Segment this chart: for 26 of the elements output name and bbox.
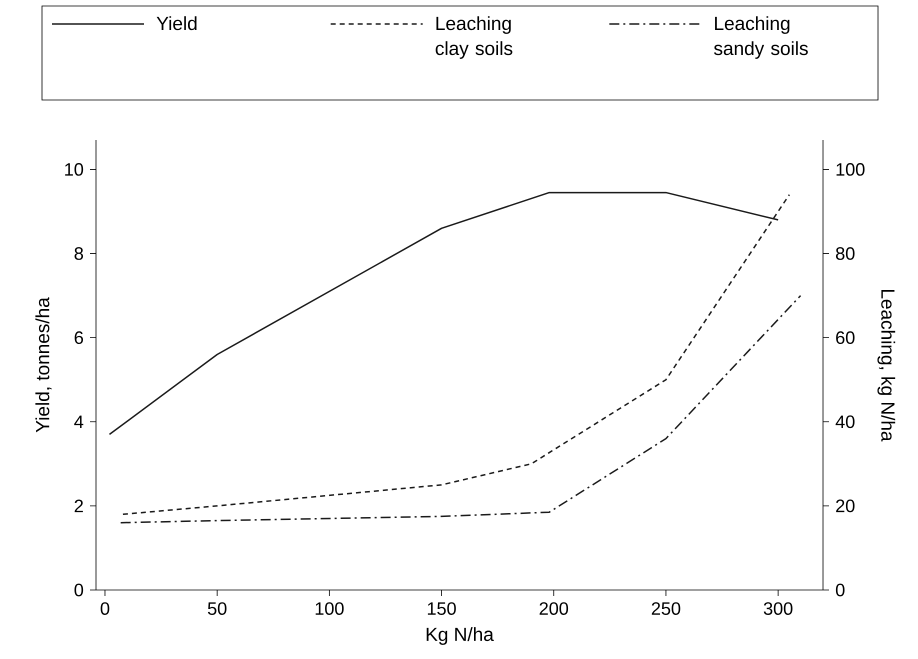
x-tick-label: 100 bbox=[316, 602, 344, 615]
x-tick-label: 50 bbox=[208, 602, 226, 615]
y2-tick-label: 100 bbox=[836, 163, 865, 176]
line-series bbox=[120, 294, 802, 524]
x-axis-title: Kg N/ha bbox=[426, 627, 494, 645]
y-tick-label: 0 bbox=[74, 584, 84, 596]
y-tick-label: 6 bbox=[74, 331, 84, 344]
x-tick-label: 150 bbox=[428, 602, 456, 615]
x-tick-label: 0 bbox=[100, 602, 110, 615]
y2-tick-label: 40 bbox=[836, 415, 855, 428]
y-tick-label: 10 bbox=[65, 163, 84, 176]
y2-tick-label: 80 bbox=[836, 247, 855, 260]
y-tick-label: 2 bbox=[74, 500, 83, 512]
legend-label: Yield bbox=[156, 16, 197, 30]
y-axis-title: Yield, tonnes/ha bbox=[35, 297, 52, 432]
x-tick-label: 200 bbox=[540, 602, 568, 615]
legend-label: Leaching clay soils bbox=[436, 16, 512, 59]
legend-label: Leaching sandy soils bbox=[714, 16, 808, 59]
y2-tick-label: 60 bbox=[836, 331, 855, 344]
y2-tick-label: 0 bbox=[836, 584, 845, 596]
y-tick-label: 8 bbox=[74, 247, 84, 260]
y2-tick-label: 20 bbox=[836, 500, 855, 512]
y2-axis-title: Leaching, kg N/ha bbox=[877, 290, 896, 442]
x-tick-label: 250 bbox=[652, 602, 680, 615]
y-tick-label: 4 bbox=[74, 416, 84, 428]
x-tick-label: 300 bbox=[764, 602, 792, 615]
